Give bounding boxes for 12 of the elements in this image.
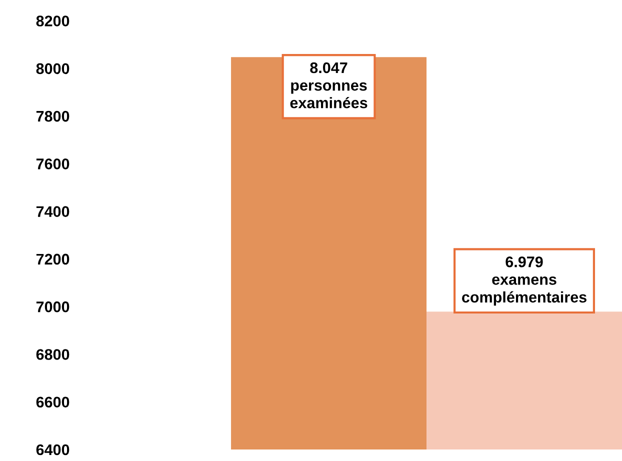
y-tick-label: 7000 xyxy=(36,301,70,312)
y-tick-label: 7800 xyxy=(36,110,70,122)
data-label: 6.979 examens complémentaires xyxy=(462,256,586,306)
y-tick-label: 8000 xyxy=(36,63,70,74)
y-tick-label: 6600 xyxy=(36,396,70,408)
data-label: 8.047 personnes examinées xyxy=(290,62,368,108)
y-tick-label: 6800 xyxy=(36,349,70,360)
y-tick-label: 8200 xyxy=(36,16,70,26)
y-tick-label: 7200 xyxy=(36,254,70,265)
y-tick-label: 7400 xyxy=(36,206,70,217)
y-tick-label: 6400 xyxy=(36,444,70,456)
y-tick-label: 7600 xyxy=(36,158,70,170)
